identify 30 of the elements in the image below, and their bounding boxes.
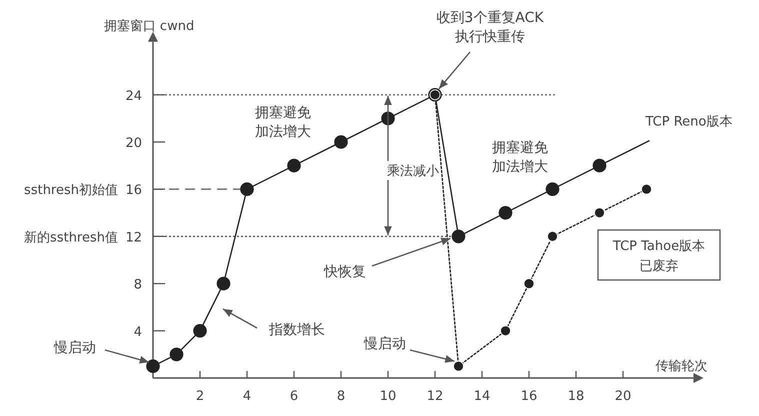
y-axis-title: 拥塞窗口 cwnd [104,18,194,34]
x-tick-label: 4 [242,389,252,404]
y-tick-label: 4 [134,324,142,340]
annotation: 慢启动 [363,336,406,352]
annotation: 快恢复 [323,264,366,280]
x-tick-label: 2 [196,389,204,404]
y-tick-label: 8 [134,278,142,293]
annotation: 指数增长 [268,322,325,338]
annotation: 收到3个重复ACK 执行快重传 [436,10,544,45]
annotation: 慢启动 [53,340,96,356]
x-tick-label: 14 [474,389,490,404]
x-tick-label: 12 [426,389,444,404]
y-tick-label: 24 [125,88,142,104]
x-axis-title: 传输轮次 [656,359,708,374]
x-tick-label: 10 [380,389,396,404]
annotation: 拥塞避免加法增大 [492,140,548,175]
y-tick-label: 12 [125,230,142,246]
text: TCP Reno版本 [644,114,732,130]
annotation: 拥塞避免加法增大 [255,105,311,140]
x-tick-label: 20 [614,389,632,404]
ref-line-label: ssthresh初始值 [24,183,118,198]
series-label: TCP Tahoe版本已废弃 [612,239,706,274]
x-tick-label: 16 [520,389,538,404]
x-tick-label: 6 [290,389,298,404]
x-tick-label: 8 [336,389,346,404]
y-tick-label: 16 [125,183,142,198]
y-tick-label: 20 [125,136,142,151]
ref-line-label: 新的ssthresh值 [24,230,118,246]
annotation: 乘法减小 [387,164,439,179]
x-tick-label: 18 [568,389,584,404]
